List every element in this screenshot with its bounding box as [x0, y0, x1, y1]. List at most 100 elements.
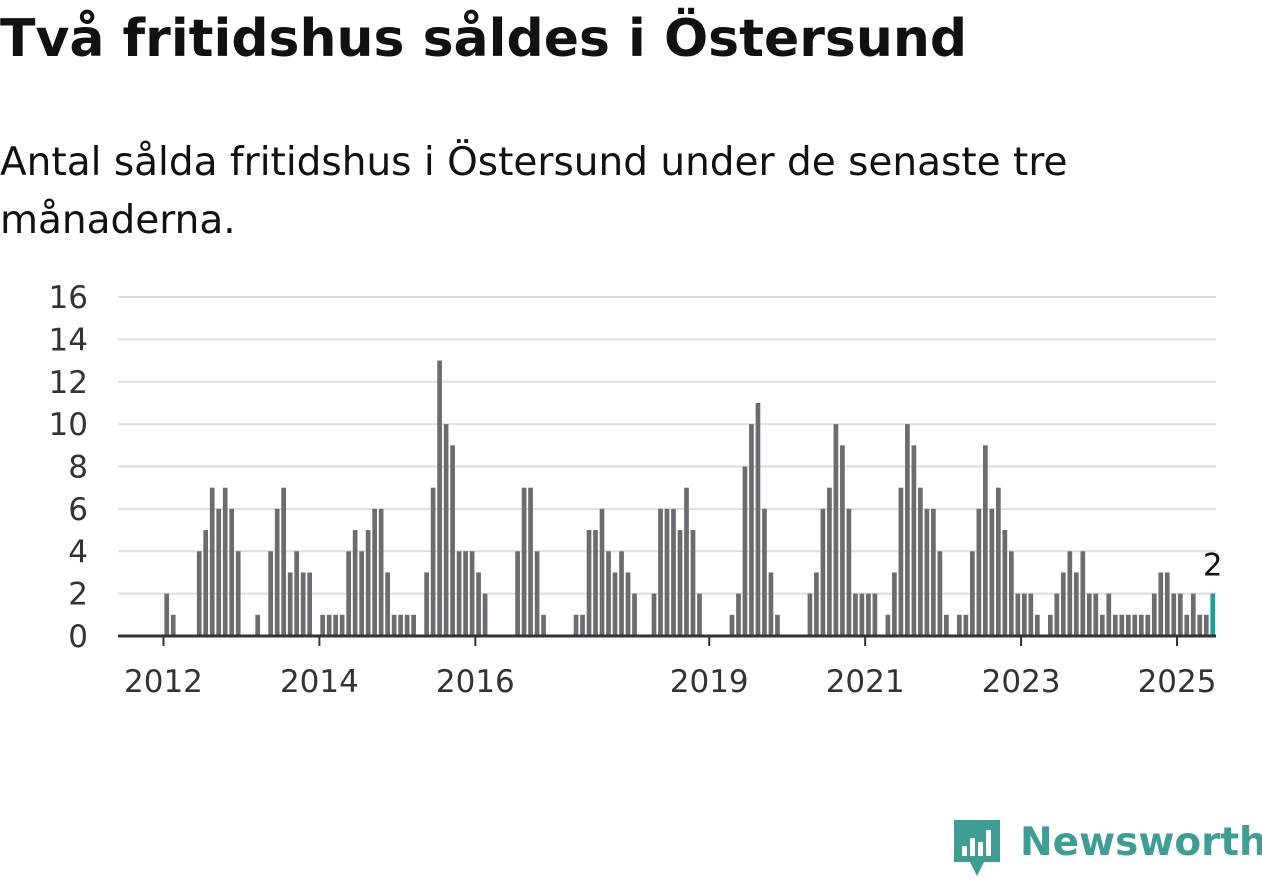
bar [632, 593, 637, 637]
bar [885, 614, 891, 636]
bar [274, 508, 280, 637]
bar [385, 572, 390, 636]
bar [677, 530, 683, 636]
bar [599, 508, 605, 637]
bar [437, 360, 442, 636]
bar [606, 551, 611, 636]
bar [1119, 614, 1125, 636]
bar [1125, 614, 1131, 636]
chart-title: Två fritidshus såldes i Östersund [0, 9, 968, 69]
x-tick-label: 2021 [826, 664, 905, 700]
bar [755, 402, 761, 636]
x-tick-label: 2025 [1138, 664, 1217, 700]
bar [573, 614, 579, 636]
bar [1009, 551, 1014, 636]
newsworthy-brand: Newsworthy [950, 818, 1262, 878]
bar [658, 508, 663, 637]
bar [528, 487, 533, 636]
bar [411, 614, 416, 636]
x-tick-label: 2019 [670, 664, 749, 700]
bar [1067, 551, 1073, 636]
bar [892, 572, 897, 636]
y-tick-label: 12 [49, 365, 88, 401]
bar [1028, 593, 1034, 637]
newsworthy-chart-logo-icon [954, 820, 1000, 876]
bar [378, 508, 384, 637]
bar [1099, 614, 1105, 636]
bar [924, 508, 930, 637]
bar [593, 530, 598, 636]
highlight-value-label: 2 [1203, 548, 1223, 584]
bar [404, 614, 410, 636]
bar [1138, 614, 1144, 636]
bar [164, 593, 170, 637]
bar [541, 614, 546, 636]
y-tick-label: 4 [68, 534, 88, 570]
bar [762, 508, 767, 637]
bar [1054, 593, 1060, 637]
bars [164, 360, 1216, 637]
bar [229, 508, 235, 637]
bar [326, 614, 332, 636]
bar [521, 487, 527, 636]
bar [476, 572, 481, 636]
bar [872, 593, 878, 637]
bar [391, 614, 397, 636]
bar [1177, 593, 1183, 637]
bar [1184, 614, 1190, 636]
bar [866, 593, 871, 637]
bar [1151, 593, 1157, 637]
bar [346, 551, 351, 636]
y-tick-label: 6 [68, 492, 88, 528]
bar [963, 614, 969, 636]
bar [1190, 593, 1196, 637]
bar [814, 572, 819, 636]
bar [469, 551, 475, 636]
bar [684, 487, 689, 636]
bar [339, 614, 345, 636]
chart-subtitle: Antal sålda fritidshus i Östersund under… [0, 140, 1068, 243]
bar [1015, 593, 1021, 637]
bar [742, 466, 748, 636]
bar [443, 424, 449, 637]
bar [827, 487, 832, 636]
bar [944, 614, 949, 636]
bar [1022, 593, 1027, 637]
x-tick-label: 2012 [124, 664, 203, 700]
bar [918, 487, 923, 636]
gridlines [118, 296, 1216, 595]
bar [859, 593, 865, 637]
bar [1145, 614, 1151, 636]
bar [1106, 593, 1112, 637]
bar [989, 508, 995, 637]
bar [619, 551, 624, 636]
bar [664, 508, 670, 637]
bar [586, 530, 592, 636]
bar [996, 487, 1001, 636]
bar [203, 530, 209, 636]
bar [398, 614, 403, 636]
bar [1171, 593, 1177, 637]
bar [976, 508, 982, 637]
bar [300, 572, 306, 636]
bar [775, 614, 780, 636]
bar [833, 424, 839, 637]
x-axis-ticks: 2012 2014 2016 2019 2021 2023 2025 [124, 636, 1216, 700]
bar [898, 487, 904, 636]
bar [333, 614, 338, 636]
bar [983, 445, 988, 636]
bar [372, 508, 377, 637]
bar [697, 593, 702, 637]
bar [625, 572, 631, 636]
bar [729, 614, 735, 636]
bar [970, 551, 975, 636]
bar [1080, 551, 1086, 636]
bar [1060, 572, 1066, 636]
bar [1197, 614, 1203, 636]
y-tick-label: 10 [49, 407, 88, 443]
bar [196, 551, 202, 636]
bar [450, 445, 455, 636]
bar [671, 508, 676, 637]
x-tick-label: 2016 [436, 664, 515, 700]
